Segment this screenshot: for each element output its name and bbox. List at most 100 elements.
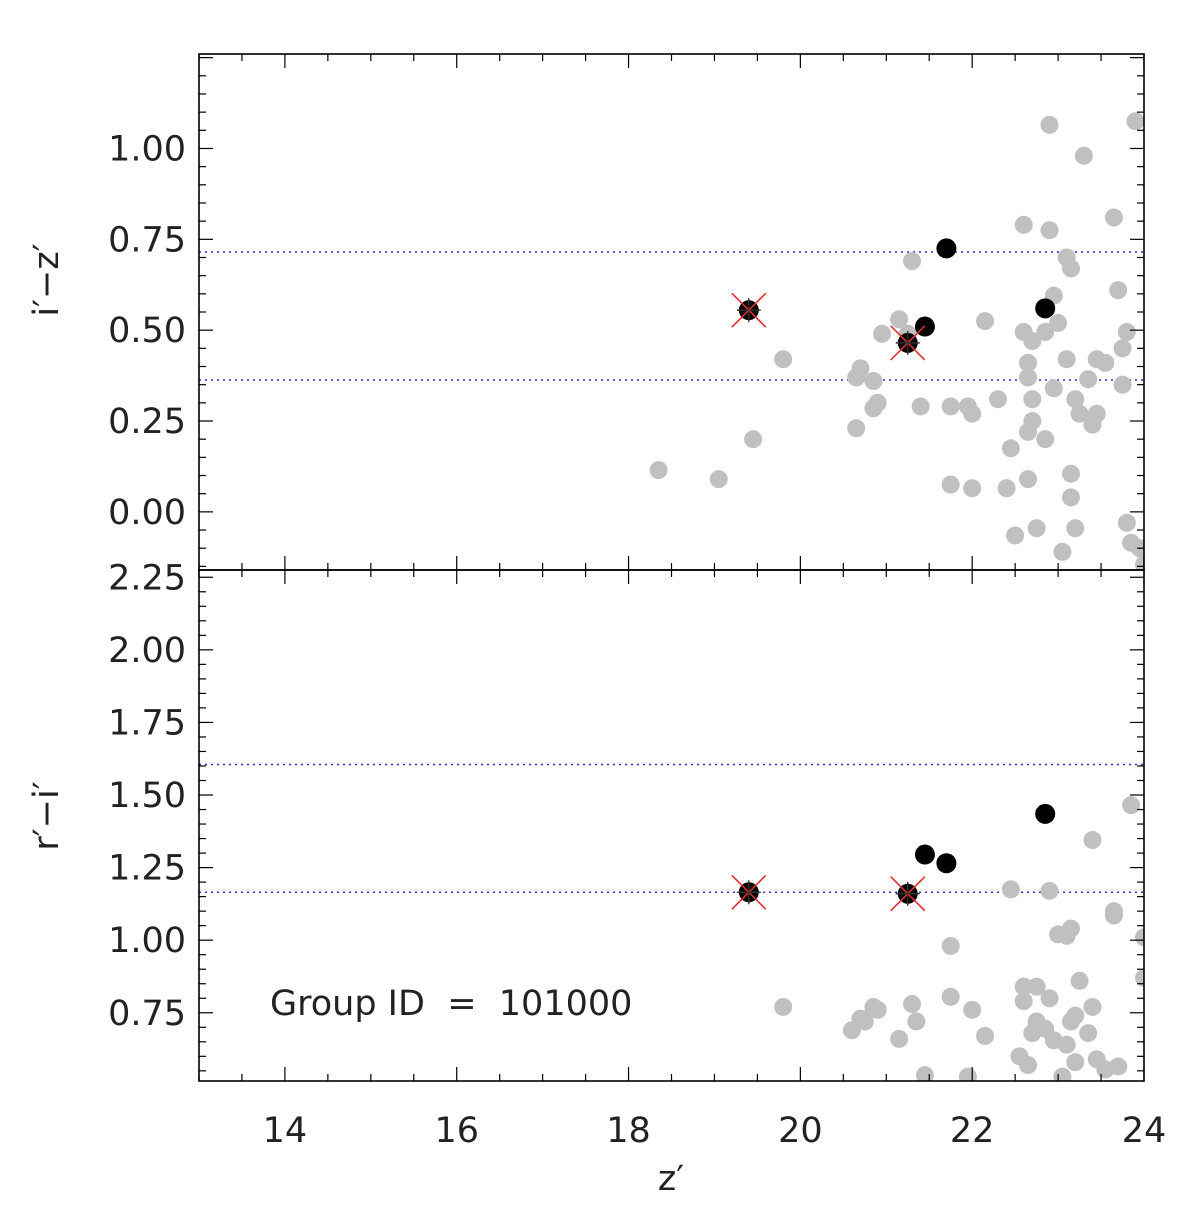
bottom-y-tick-label: 1.25 [108, 849, 186, 889]
top-field-point [1074, 146, 1093, 165]
top-field-point [744, 430, 763, 449]
top-field-point [976, 312, 995, 331]
top-field-point [1070, 404, 1089, 423]
bottom-field-point [890, 1029, 909, 1048]
top-field-point [847, 419, 866, 438]
top-field-point [709, 470, 728, 489]
top-marked-member-point [731, 292, 767, 328]
top-field-point [872, 324, 891, 343]
top-field-point [1023, 332, 1042, 351]
bottom-field-point [1027, 977, 1046, 996]
top-field-point [1126, 112, 1144, 131]
top-field-point [1061, 464, 1080, 483]
top-field-point [1014, 215, 1033, 234]
top-field-point [1061, 488, 1080, 507]
top-field-point [1061, 259, 1080, 278]
bottom-field-point [1135, 928, 1144, 947]
top-y-axis-title: i′−z′ [27, 243, 67, 316]
top-field-point [1027, 519, 1046, 538]
top-field-point [1036, 430, 1055, 449]
top-field-point [1006, 526, 1025, 545]
top-field-point [997, 479, 1016, 498]
bottom-field-point [1061, 919, 1080, 938]
bottom-y-tick-label: 1.75 [108, 703, 186, 743]
x-tick-label: 16 [434, 1111, 479, 1151]
x-tick-label: 20 [778, 1111, 823, 1151]
top-field-point [1109, 281, 1128, 300]
top-y-tick-label: 0.00 [108, 493, 186, 533]
bottom-field-point [1014, 977, 1033, 996]
top-field-point [1117, 322, 1136, 341]
bottom-member-point [1035, 803, 1056, 824]
top-member-point [1035, 298, 1056, 319]
bottom-field-point [907, 1012, 926, 1031]
bottom-field-point [868, 1000, 887, 1019]
bottom-field-point [903, 995, 922, 1014]
x-tick-label: 18 [606, 1111, 651, 1151]
bottom-y-tick-label: 0.75 [108, 994, 186, 1034]
top-field-point [1040, 115, 1059, 134]
top-field-point [911, 397, 930, 416]
bottom-field-point [1019, 1056, 1038, 1075]
top-field-point [1066, 390, 1085, 409]
bottom-member-point [914, 844, 935, 865]
top-field-point [1049, 313, 1068, 332]
bottom-field-point [1053, 1067, 1072, 1081]
bottom-field-point [1083, 831, 1102, 850]
bottom-y-tick-label: 1.00 [108, 921, 186, 961]
bottom-field-point [976, 1026, 995, 1045]
top-field-point [1044, 379, 1063, 398]
bottom-field-point [1040, 989, 1059, 1008]
top-field-point [774, 350, 793, 369]
top-marked-member-point [890, 325, 926, 361]
top-field-point [1079, 370, 1098, 389]
bottom-y-axis-title: r′−i′ [27, 781, 67, 850]
top-field-point [1019, 470, 1038, 489]
bottom-field-point [1109, 1057, 1128, 1076]
bottom-field-point [941, 936, 960, 955]
top-field-point [1053, 542, 1072, 561]
bottom-field-point [1070, 971, 1089, 990]
bottom-field-point [1079, 1024, 1098, 1043]
top-y-tick-label: 0.75 [108, 220, 186, 260]
bottom-field-point [1122, 796, 1141, 815]
x-tick-label: 14 [263, 1111, 308, 1151]
bottom-field-point [941, 987, 960, 1006]
top-field-point [864, 372, 883, 391]
bottom-marked-member-point [890, 876, 926, 912]
top-field-point [851, 359, 870, 378]
bottom-field-point [774, 997, 793, 1016]
bottom-field-point [1104, 906, 1123, 925]
top-field-point [1023, 412, 1042, 431]
top-field-point [890, 310, 909, 329]
bottom-field-point [963, 1000, 982, 1019]
bottom-field-point [1014, 992, 1033, 1011]
top-field-point [1113, 375, 1132, 394]
top-field-point [1019, 353, 1038, 372]
group-id-annotation: Group ID = 101000 [270, 984, 632, 1024]
top-field-point [1023, 390, 1042, 409]
top-field-point [1001, 439, 1020, 458]
top-field-point [903, 252, 922, 271]
bottom-member-point [936, 853, 957, 874]
x-axis-title: z′ [658, 1159, 684, 1199]
bottom-y-tick-label: 2.00 [108, 631, 186, 671]
top-field-point [1104, 208, 1123, 227]
bottom-field-point [1040, 881, 1059, 900]
bottom-panel: 0.75 1.00 1.25 1.50 1.75 2.00 2.25 14 16 18 20 22 24… [27, 558, 1166, 1199]
top-field-point [1113, 339, 1132, 358]
bottom-field-point [1083, 997, 1102, 1016]
x-tick-label: 24 [1122, 1111, 1167, 1151]
x-tick-label: 22 [950, 1111, 995, 1151]
top-field-point [1087, 404, 1106, 423]
top-field-point [963, 479, 982, 498]
top-field-point [1019, 368, 1038, 387]
top-field-point [963, 404, 982, 423]
bottom-field-point [1057, 1035, 1076, 1054]
bottom-y-tick-label: 2.25 [108, 558, 186, 598]
top-field-point [941, 397, 960, 416]
bottom-field-point [1135, 968, 1144, 987]
top-field-point [1057, 350, 1076, 369]
bottom-field-point [1066, 1053, 1085, 1072]
bottom-field-point [855, 1012, 874, 1031]
